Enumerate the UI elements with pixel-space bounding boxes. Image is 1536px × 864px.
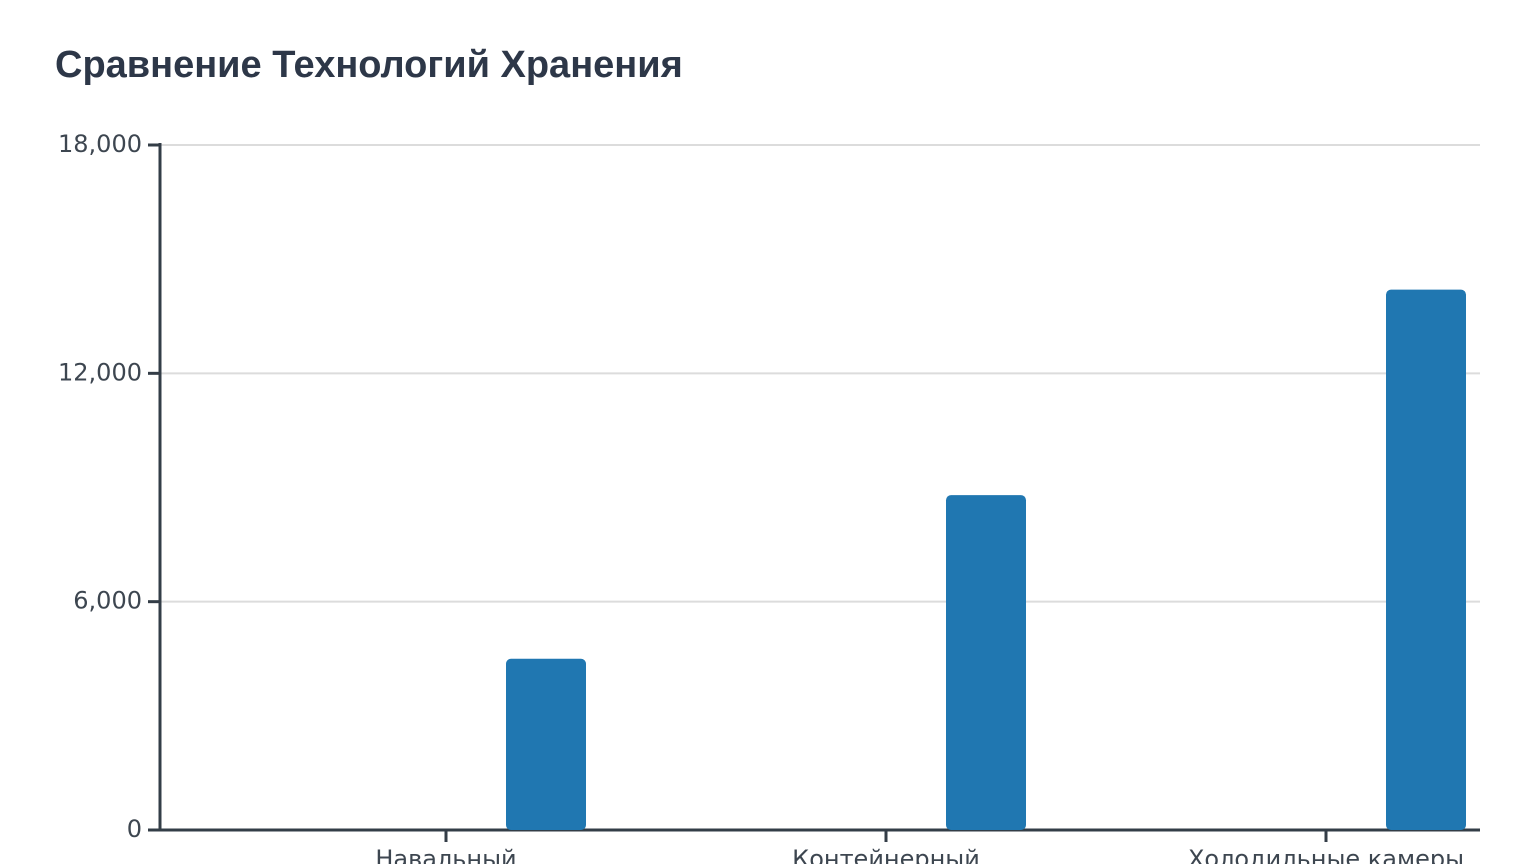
x-tick-label: Навальный <box>375 845 516 864</box>
y-tick-label: 12,000 <box>58 358 142 386</box>
x-tick-label: Контейнерный <box>792 845 980 864</box>
bar <box>506 658 586 830</box>
y-tick-label: 0 <box>127 815 142 843</box>
chart-title: Сравнение Технологий Хранения <box>55 44 683 86</box>
y-tick-label: 18,000 <box>58 130 142 158</box>
bar <box>946 495 1026 830</box>
bar <box>1386 289 1466 831</box>
x-tick-label: Холодильные камеры <box>1188 845 1464 864</box>
y-tick-label: 6,000 <box>73 587 142 615</box>
